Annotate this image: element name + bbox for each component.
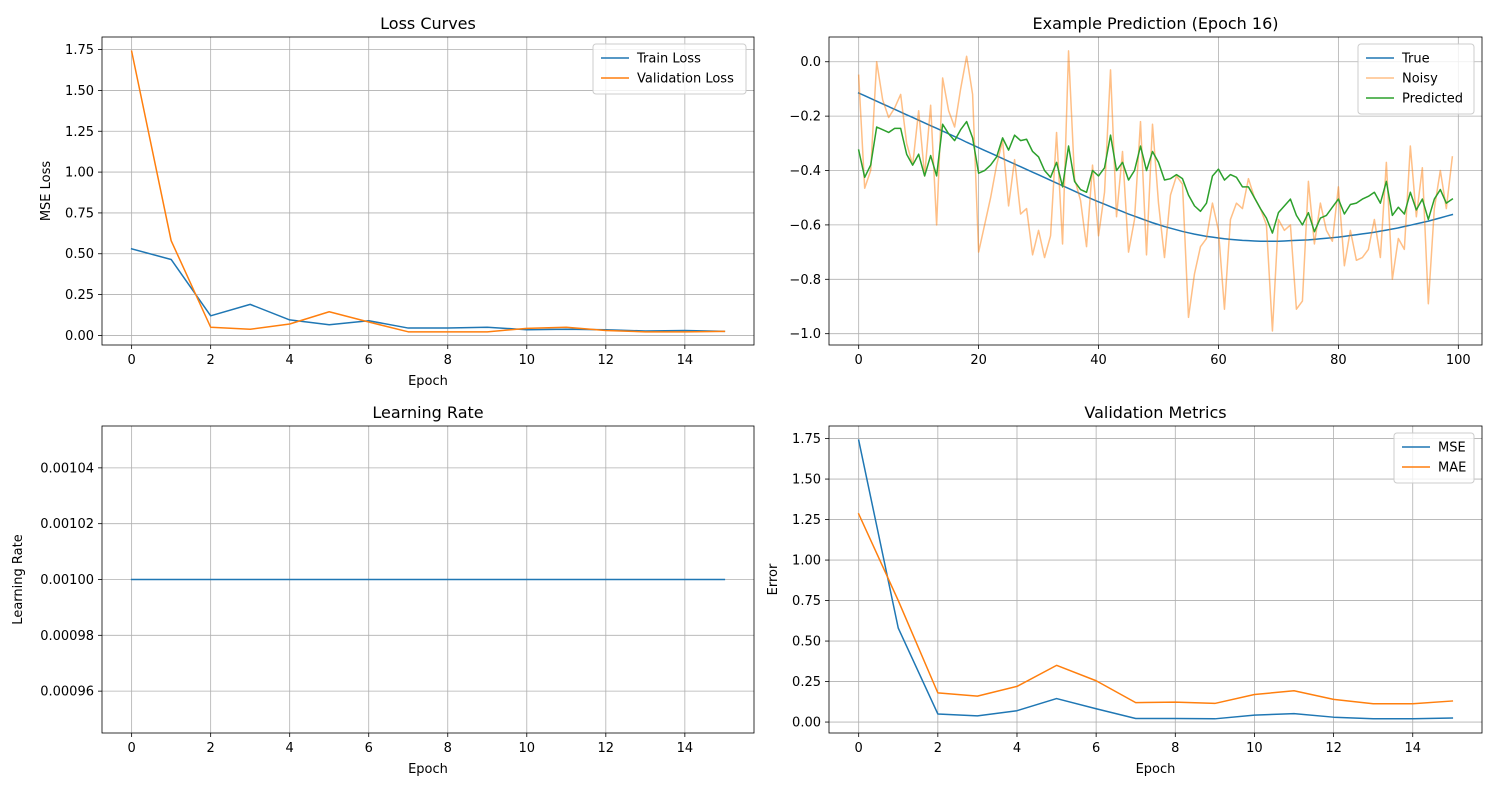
series-line-validation-loss xyxy=(130,50,726,333)
y-tick-label: −0.4 xyxy=(789,164,821,179)
y-tick-label: 1.25 xyxy=(65,125,94,140)
legend: True Noisy Predicted xyxy=(1357,43,1475,115)
x-tick-label: 12 xyxy=(598,741,615,756)
y-tick-label: 0.25 xyxy=(65,288,94,303)
x-tick-label: 4 xyxy=(286,353,294,368)
x-tick-label: 6 xyxy=(365,741,373,756)
y-tick-label: 0.50 xyxy=(792,635,821,650)
y-tick-label: 1.50 xyxy=(792,473,821,488)
x-tick-label: 4 xyxy=(1013,741,1021,756)
series-line-noisy xyxy=(857,50,1454,332)
x-tick-label: 80 xyxy=(1330,353,1347,368)
x-tick-label: 14 xyxy=(677,741,694,756)
y-tick-label: 0.75 xyxy=(792,594,821,609)
series-line-mse xyxy=(857,439,1454,720)
y-tick-label: 0.00100 xyxy=(40,573,94,588)
x-axis-label: Epoch xyxy=(1136,762,1176,777)
legend-label: MAE xyxy=(1438,461,1466,476)
x-tick-label: 100 xyxy=(1446,353,1471,368)
x-tick-label: 4 xyxy=(286,741,294,756)
x-tick-label: 12 xyxy=(598,353,615,368)
series-line-true xyxy=(857,92,1454,242)
axes-frame xyxy=(828,36,1483,346)
x-tick-label: 2 xyxy=(934,741,942,756)
legend-box xyxy=(1357,43,1475,115)
x-axis-label: Epoch xyxy=(408,374,448,389)
axes-frame xyxy=(101,36,755,346)
x-tick-label: 8 xyxy=(1171,741,1179,756)
legend-label: Predicted xyxy=(1402,92,1463,107)
x-tick-label: 60 xyxy=(1210,353,1227,368)
y-tick-label: −0.2 xyxy=(789,110,821,125)
y-tick-label: 1.50 xyxy=(65,84,94,99)
x-tick-label: 8 xyxy=(444,741,452,756)
x-tick-label: 2 xyxy=(207,353,215,368)
legend: Train Loss Validation Loss xyxy=(592,43,747,95)
x-tick-label: 2 xyxy=(207,741,215,756)
x-tick-label: 20 xyxy=(970,353,987,368)
series-group xyxy=(130,50,726,333)
series-line-train-loss xyxy=(130,247,726,333)
y-tick-label: 0.00104 xyxy=(40,461,94,476)
series-group xyxy=(857,50,1454,332)
series-line-predicted xyxy=(857,120,1454,234)
y-tick-label: 1.75 xyxy=(792,432,821,447)
plot-area xyxy=(829,426,1482,733)
y-tick-label: −0.6 xyxy=(789,218,821,233)
y-tick-label: 0.00098 xyxy=(40,629,94,644)
y-tick-label: 0.00096 xyxy=(40,685,94,700)
x-tick-label: 10 xyxy=(519,741,536,756)
x-tick-label: 0 xyxy=(127,741,135,756)
x-tick-label: 12 xyxy=(1325,741,1342,756)
legend-box xyxy=(592,43,747,95)
x-tick-label: 10 xyxy=(1246,741,1263,756)
x-tick-label: 8 xyxy=(444,353,452,368)
x-tick-label: 10 xyxy=(519,353,536,368)
y-tick-label: 1.25 xyxy=(792,513,821,528)
x-tick-label: 0 xyxy=(127,353,135,368)
legend-label: Train Loss xyxy=(636,52,701,67)
chart-title: Learning Rate xyxy=(372,403,483,422)
legend-label: Validation Loss xyxy=(637,72,734,87)
series-group xyxy=(857,439,1454,720)
y-tick-label: 1.75 xyxy=(65,43,94,58)
legend-label: Noisy xyxy=(1402,72,1438,87)
legend: MSE MAE xyxy=(1393,432,1475,484)
y-tick-label: 1.00 xyxy=(792,554,821,569)
legend-box xyxy=(1393,432,1475,484)
y-tick-label: 0.25 xyxy=(792,675,821,690)
x-tick-label: 0 xyxy=(855,741,863,756)
legend-label: True xyxy=(1401,52,1430,67)
loss-curves-panel: 0 2 4 6 8 10 12 14 0.00 0.25 0.50 0.75 1.00 1.25 1.50 1… xyxy=(39,14,755,389)
y-tick-label: 0.00 xyxy=(65,329,94,344)
x-tick-label: 40 xyxy=(1090,353,1107,368)
learning-rate-panel: 0 2 4 6 8 10 12 14 0.00096 0.00098 0.00100 0.00102 0… xyxy=(11,403,755,777)
legend-label: MSE xyxy=(1438,441,1466,456)
y-tick-label: 0.00 xyxy=(792,716,821,731)
y-tick-label: −0.8 xyxy=(789,273,821,288)
x-tick-label: 6 xyxy=(1092,741,1100,756)
validation-metrics-panel: 0 2 4 6 8 10 12 14 0.00 0.25 0.50 0.75 1.00 1.25 1.50 1… xyxy=(766,403,1483,777)
chart-title: Loss Curves xyxy=(380,14,476,33)
chart-title: Example Prediction (Epoch 16) xyxy=(1033,14,1279,33)
series-line-mae xyxy=(857,512,1454,705)
example-prediction-panel: 0 20 40 60 80 100 0.0 −0.2 −0.4 −0.6 −0.8 −1.0 Examp… xyxy=(789,14,1483,368)
x-tick-label: 14 xyxy=(677,353,694,368)
y-tick-label: 0.00102 xyxy=(40,517,94,532)
x-axis-label: Epoch xyxy=(408,762,448,777)
chart-title: Validation Metrics xyxy=(1084,403,1226,422)
y-axis-label: MSE Loss xyxy=(39,161,54,222)
x-tick-label: 0 xyxy=(855,353,863,368)
x-tick-label: 14 xyxy=(1404,741,1421,756)
y-axis-label: Learning Rate xyxy=(11,534,26,624)
axes-frame xyxy=(828,425,1483,734)
x-tick-label: 6 xyxy=(365,353,373,368)
y-tick-label: 0.0 xyxy=(800,55,821,70)
y-tick-label: 0.50 xyxy=(65,247,94,262)
y-tick-label: 0.75 xyxy=(65,206,94,221)
y-tick-label: −1.0 xyxy=(789,327,821,342)
y-tick-label: 1.00 xyxy=(65,166,94,181)
y-axis-label: Error xyxy=(766,563,781,595)
